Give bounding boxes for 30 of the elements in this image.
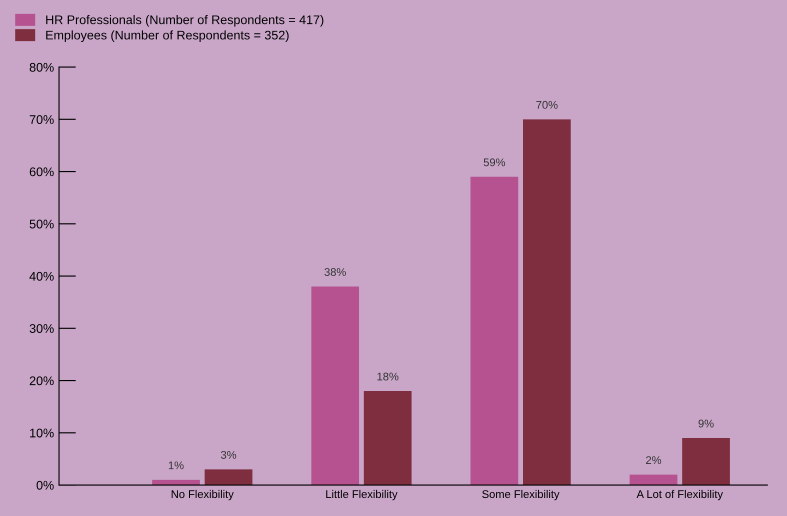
bar — [364, 391, 412, 486]
data-label: 2% — [646, 456, 662, 464]
y-tick-label: 30% — [30, 324, 54, 333]
data-label: 38% — [324, 268, 346, 276]
bar — [204, 469, 252, 486]
legend-label: Employees (Number of Respondents = 352) — [46, 30, 289, 42]
x-tick-label: No Flexibility — [172, 490, 234, 500]
y-tick-label: 20% — [30, 376, 54, 386]
y-tick-label: 80% — [30, 62, 54, 72]
data-label: 3% — [220, 450, 236, 459]
x-tick-label: Some Flexibility — [482, 490, 560, 500]
data-label: 70% — [536, 100, 558, 109]
bar — [523, 119, 571, 486]
x-tick-label: Little Flexibility — [326, 490, 398, 500]
y-tick-label: 0% — [36, 480, 54, 490]
data-label: 18% — [377, 372, 398, 380]
bar — [682, 438, 730, 486]
data-label: 9% — [698, 420, 714, 428]
bar — [470, 176, 518, 486]
y-tick-label: 10% — [30, 428, 54, 438]
legend-label: HR Professionals (Number of Respondents = 417) — [46, 15, 324, 27]
x-tick-label: A Lot of Flexibility — [636, 490, 723, 500]
y-tick-label: 40% — [29, 272, 54, 281]
bar — [630, 474, 678, 486]
y-tick-label: 50% — [30, 220, 54, 228]
bar — [311, 286, 360, 486]
y-tick-label: 60% — [30, 167, 54, 176]
data-label: 59% — [484, 158, 506, 166]
y-tick-label: 70% — [30, 115, 54, 124]
data-label: 1% — [168, 461, 184, 470]
